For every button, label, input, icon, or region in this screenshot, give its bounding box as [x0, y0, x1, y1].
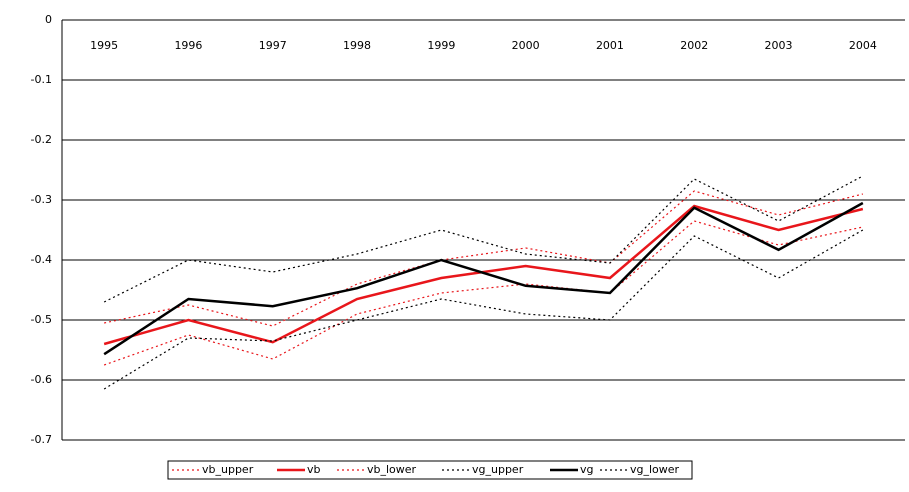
legend-label: vg_upper — [472, 463, 524, 476]
y-tick-label: -0.6 — [31, 373, 52, 386]
legend-label: vg_lower — [630, 463, 680, 476]
x-tick-label: 1995 — [90, 39, 118, 52]
y-tick-label: 0 — [45, 13, 52, 26]
series-line — [103, 229, 864, 390]
series-line — [103, 201, 864, 356]
series-line — [103, 175, 864, 303]
legend-label: vb_lower — [367, 463, 417, 476]
legend-label: vg — [580, 463, 594, 476]
x-tick-label: 2002 — [680, 39, 708, 52]
y-tick-label: -0.5 — [31, 313, 52, 326]
series-line — [104, 190, 863, 327]
legend-box — [167, 460, 693, 480]
series-line — [103, 204, 864, 346]
x-tick-label: 2001 — [596, 39, 624, 52]
x-tick-label: 1997 — [259, 39, 287, 52]
x-tick-label: 2004 — [849, 39, 877, 52]
x-tick-label: 1996 — [174, 39, 202, 52]
x-tick-label: 2003 — [765, 39, 793, 52]
y-tick-label: -0.7 — [31, 433, 52, 446]
series-line — [103, 220, 863, 366]
y-tick-label: -0.2 — [31, 133, 52, 146]
x-tick-label: 1999 — [427, 39, 455, 52]
y-tick-label: -0.4 — [31, 253, 52, 266]
legend-label: vb_upper — [202, 463, 254, 476]
x-tick-label: 1998 — [343, 39, 371, 52]
y-tick-label: -0.3 — [31, 193, 52, 206]
y-tick-label: -0.1 — [31, 73, 52, 86]
legend-label: vb — [307, 463, 321, 476]
x-tick-label: 2000 — [512, 39, 540, 52]
